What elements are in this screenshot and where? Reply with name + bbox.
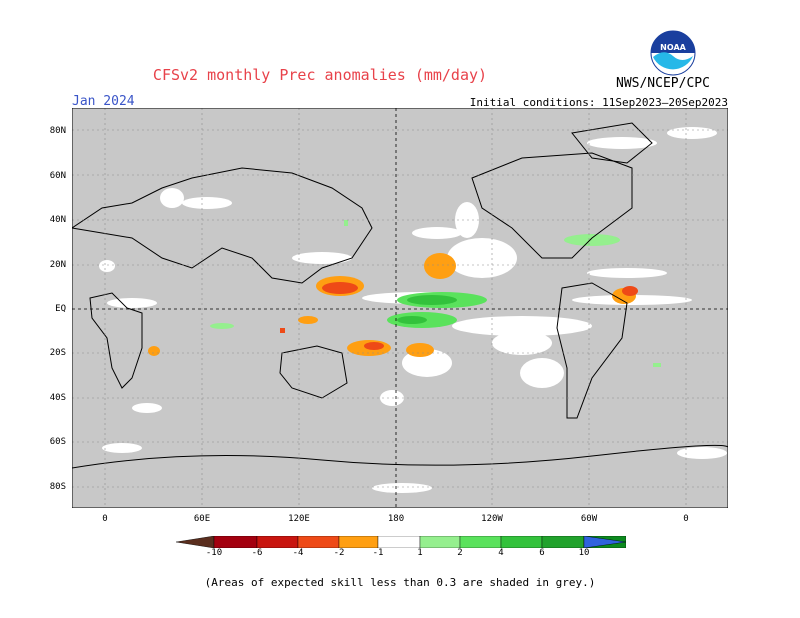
lon-label-0: 0 (102, 514, 108, 524)
colorbar (176, 536, 626, 548)
noaa-logo: NOAA (650, 30, 696, 76)
noaa-logo-text: NOAA (660, 43, 686, 52)
colorbar-segment (419, 536, 461, 548)
colorbar-tick-neg1: -1 (372, 548, 384, 558)
coastlines (72, 122, 728, 469)
colorbar-tick-neg2: -2 (333, 548, 345, 558)
colorbar-tick-10: 10 (578, 548, 590, 558)
lat-label-20s: 20S (49, 348, 66, 358)
wet-anomalies (210, 220, 661, 367)
colorbar-tick-neg4: -4 (292, 548, 304, 558)
colorbar-segment (583, 536, 626, 548)
colorbar-segment (459, 536, 502, 548)
colorbar-tick-2: 2 (457, 548, 463, 558)
colorbar-segment (213, 536, 258, 548)
colorbar-tick-6: 6 (539, 548, 545, 558)
agency-label: NWS/NCEP/CPC (616, 76, 710, 91)
lat-label-eq: EQ (55, 304, 66, 314)
lon-label-0-east: 0 (683, 514, 689, 524)
lat-label-40s: 40S (49, 393, 66, 403)
colorbar-tick-1: 1 (417, 548, 423, 558)
eurasia-outline (72, 167, 373, 284)
lat-label-60s: 60S (49, 437, 66, 447)
precip-anomaly-map (72, 108, 728, 508)
dry-anomalies (148, 253, 638, 357)
forecast-month: Jan 2024 (72, 94, 135, 109)
colorbar-segment (176, 536, 215, 548)
colorbar-tick-neg10: -10 (205, 548, 223, 558)
greenland-outline (571, 122, 653, 164)
colorbar-segment (297, 536, 340, 548)
lat-label-80n: 80N (49, 126, 66, 136)
lon-label-120w: 120W (481, 514, 503, 524)
colorbar-segment (256, 536, 299, 548)
australia-outline (279, 345, 348, 399)
chart-title: CFSv2 monthly Prec anomalies (mm/day) (152, 66, 488, 84)
lon-label-180: 180 (387, 514, 405, 524)
lat-label-20n: 20N (49, 260, 66, 270)
colorbar-segment (338, 536, 379, 548)
lon-label-120e: 120E (288, 514, 310, 524)
lat-label-60n: 60N (49, 171, 66, 181)
skill-mask-background (72, 108, 728, 508)
antarctica-outline (72, 444, 728, 469)
lat-label-40n: 40N (49, 215, 66, 225)
colorbar-segment (500, 536, 543, 548)
south-america-outline (556, 282, 628, 419)
skill-footnote: (Areas of expected skill less than 0.3 a… (204, 576, 596, 589)
lon-label-60e: 60E (193, 514, 211, 524)
colorbar-tick-neg6: -6 (251, 548, 263, 558)
colorbar-segment (377, 536, 421, 548)
colorbar-tick-4: 4 (498, 548, 504, 558)
grid-lines (72, 108, 728, 508)
colorbar-segment (541, 536, 585, 548)
north-america-outline (471, 152, 633, 259)
lat-label-80s: 80S (49, 482, 66, 492)
lon-label-60w: 60W (580, 514, 598, 524)
initial-conditions: Initial conditions: 11Sep2023–20Sep2023 (469, 96, 728, 109)
africa-outline (89, 292, 143, 389)
